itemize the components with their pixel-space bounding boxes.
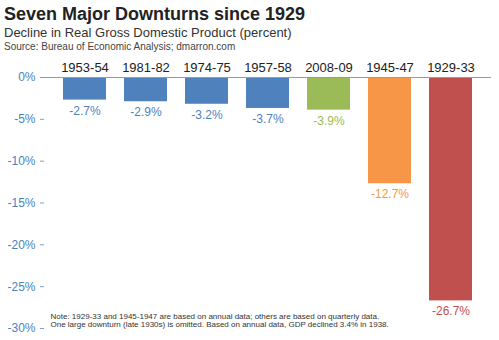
html-text:Decline in Real Gross Domestic: Decline in Real Gross Domestic Product (… [4,25,292,40]
svg-text:-20%: -20% [7,238,35,252]
svg-text:-10%: -10% [7,154,35,168]
svg-text:-3.7%: -3.7% [252,112,284,126]
svg-text:-3.9%: -3.9% [313,114,345,128]
svg-text:1953-54: 1953-54 [61,60,109,75]
svg-text:-30%: -30% [7,321,35,335]
svg-text:1957-58: 1957-58 [244,60,292,75]
svg-text:1981-82: 1981-82 [122,60,170,75]
svg-text:-12.7%: -12.7% [371,187,409,201]
svg-text:2008-09: 2008-09 [305,60,353,75]
svg-text:-26.7%: -26.7% [432,304,470,318]
svg-text:-15%: -15% [7,196,35,210]
svg-text:-2.7%: -2.7% [69,104,101,118]
svg-text:Note: 1929-33 and 1945-1947 ar: Note: 1929-33 and 1945-1947 are based on… [51,312,389,329]
svg-text:1945-47: 1945-47 [366,60,414,75]
svg-text:-2.9%: -2.9% [130,105,162,119]
svg-text:1974-75: 1974-75 [183,60,231,75]
svg-text:1929-33: 1929-33 [427,60,475,75]
svg-text:-25%: -25% [7,280,35,294]
html-text:Seven Major Downturns since 19: Seven Major Downturns since 1929 [4,4,306,24]
svg-text:-5%: -5% [14,112,36,126]
svg-text:0%: 0% [18,70,36,84]
html-text:Source: Bureau of Economic Ana: Source: Bureau of Economic Analysis; dma… [4,41,236,52]
svg-text:-3.2%: -3.2% [191,108,223,122]
